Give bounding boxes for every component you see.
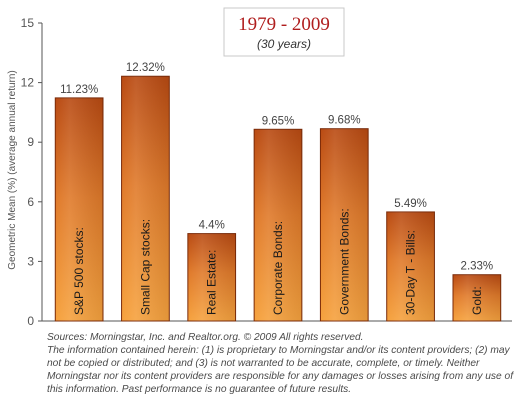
y-tick-label: 3 (27, 254, 34, 268)
bar-sheen (55, 97, 104, 321)
chart-subtitle: (30 years) (257, 37, 311, 51)
data-label: 5.49% (394, 198, 427, 210)
category-label: Small Cap stocks: (138, 219, 152, 315)
title-box-frame (223, 7, 345, 57)
bar-sheen (320, 128, 369, 321)
data-label: 9.68% (328, 115, 361, 127)
category-label: Corporate Bonds: (271, 221, 285, 315)
title-box: 1979 - 2009 (30 years) (223, 7, 345, 57)
data-label: 4.4% (199, 220, 225, 232)
category-label: Gold: (470, 286, 484, 315)
data-label: 11.23% (60, 84, 98, 96)
category-label: 30-Day T - Bills: (404, 230, 418, 315)
chart-title: 1979 - 2009 (238, 14, 330, 35)
y-tick-label: 0 (27, 314, 34, 328)
category-label: S&P 500 stocks: (72, 227, 86, 315)
category-label: Government Bonds: (337, 208, 351, 315)
y-tick-label: 12 (21, 76, 35, 90)
bars (54, 75, 502, 322)
footnote: Sources: Morningstar, Inc. and Realtor.o… (47, 331, 517, 396)
y-tick-label: 15 (21, 16, 35, 30)
data-labels: 11.23% S&P 500 stocks: 12.32% Small Cap sto… (60, 62, 493, 315)
bar-sheen (121, 76, 170, 321)
data-label: 12.32% (126, 62, 165, 74)
bar-sheen (254, 129, 302, 321)
y-tick-label: 9 (27, 135, 34, 149)
disclaimer-note: The information contained herein: (1) is… (47, 345, 514, 395)
category-label: Real Estate: (205, 250, 219, 315)
sources-note: Sources: Morningstar, Inc. and Realtor.o… (47, 332, 364, 343)
bar-sheen (187, 233, 236, 321)
y-axis-label: Geometric Mean (%) (average annual retur… (7, 70, 18, 270)
data-label: 2.33% (461, 261, 494, 273)
bar-sheen (452, 274, 501, 321)
bar-sheen (386, 211, 435, 321)
y-tick-label: 6 (27, 195, 34, 209)
data-label: 9.65% (262, 115, 295, 127)
